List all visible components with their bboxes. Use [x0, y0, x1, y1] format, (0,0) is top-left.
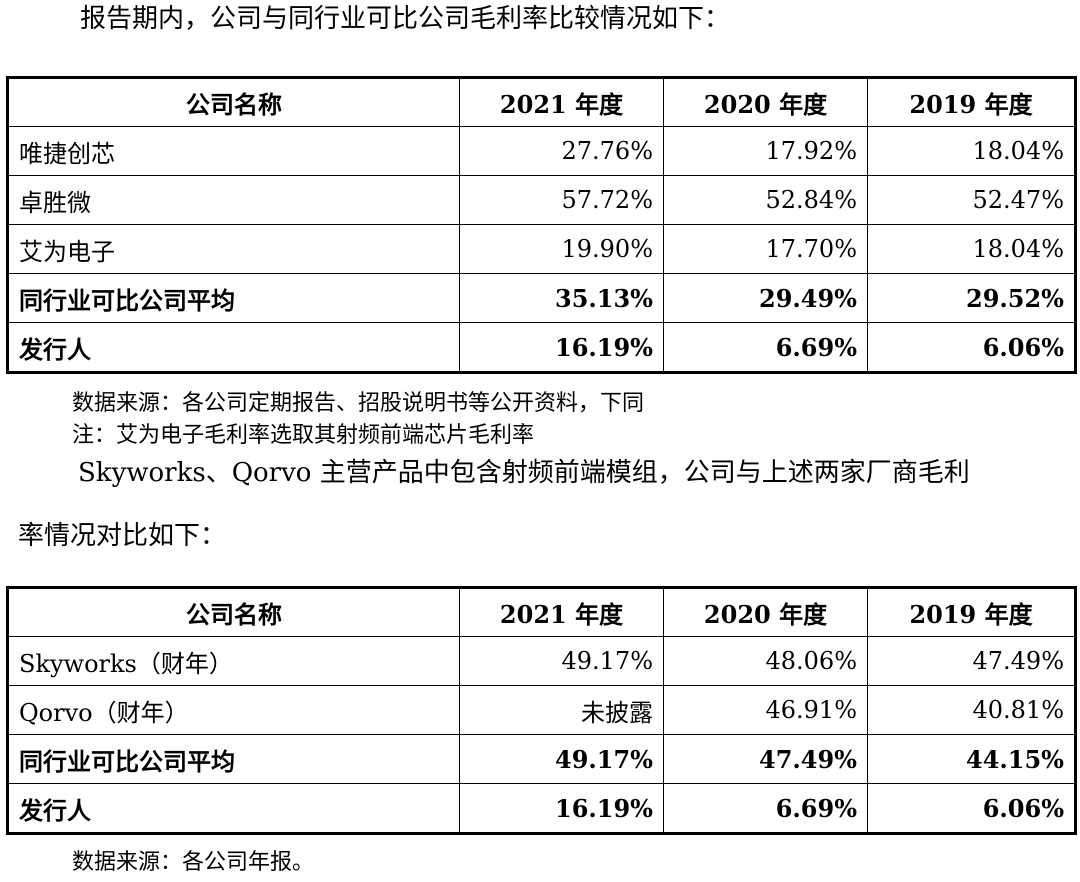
value-2020-cell: 17.70%	[663, 224, 868, 274]
table-row: Qorvo（财年） 未披露 46.91% 40.81%	[7, 685, 1076, 735]
company-name-cell: 同行业可比公司平均	[7, 273, 460, 323]
company-name-cell: 发行人	[7, 783, 460, 834]
company-name-cell: 卓胜微	[7, 175, 460, 225]
gross-margin-table-2: 公司名称 2021 年度 2020 年度 2019 年度 Skyworks（财年…	[6, 586, 1077, 835]
value-2021-cell: 35.13%	[459, 273, 664, 323]
company-name-cell: Qorvo（财年）	[7, 685, 460, 735]
paragraph-line-1: Skyworks、Qorvo 主营产品中包含射频前端模组，公司与上述两家厂商毛利	[78, 458, 970, 488]
source-note-2: 数据来源：各公司年报。	[72, 850, 315, 875]
company-name-cell: 艾为电子	[7, 224, 460, 274]
table-row-average: 同行业可比公司平均 35.13% 29.49% 29.52%	[7, 273, 1076, 323]
table-header-row: 公司名称 2021 年度 2020 年度 2019 年度	[7, 587, 1076, 637]
header-2020: 2020 年度	[663, 587, 868, 637]
value-2019-cell: 18.04%	[867, 126, 1076, 176]
value-2019-cell: 47.49%	[867, 636, 1076, 686]
table-row-issuer: 发行人 16.19% 6.69% 6.06%	[7, 322, 1076, 373]
value-2020-cell: 29.49%	[663, 273, 868, 323]
value-2020-cell: 52.84%	[663, 175, 868, 225]
company-name-cell: 唯捷创芯	[7, 126, 460, 176]
value-2021-cell: 16.19%	[459, 322, 664, 373]
paragraph-line-2: 率情况对比如下：	[18, 521, 227, 551]
value-2021-cell: 49.17%	[459, 734, 664, 784]
value-2020-cell: 6.69%	[663, 783, 868, 834]
value-2019-cell: 44.15%	[867, 734, 1076, 784]
header-2021: 2021 年度	[459, 587, 664, 637]
value-2020-cell: 48.06%	[663, 636, 868, 686]
gross-margin-table-1: 公司名称 2021 年度 2020 年度 2019 年度 唯捷创芯 27.76%…	[6, 76, 1077, 374]
value-2020-cell: 47.49%	[663, 734, 868, 784]
value-2021-cell: 49.17%	[459, 636, 664, 686]
table-row-issuer: 发行人 16.19% 6.69% 6.06%	[7, 783, 1076, 834]
table-header-row: 公司名称 2021 年度 2020 年度 2019 年度	[7, 77, 1076, 127]
header-2020: 2020 年度	[663, 77, 868, 127]
table-row: Skyworks（财年） 49.17% 48.06% 47.49%	[7, 636, 1076, 686]
value-2019-cell: 40.81%	[867, 685, 1076, 735]
footnote-1: 注：艾为电子毛利率选取其射频前端芯片毛利率	[72, 423, 535, 448]
value-2019-cell: 29.52%	[867, 273, 1076, 323]
source-note-1: 数据来源：各公司定期报告、招股说明书等公开资料，下同	[72, 391, 645, 416]
value-2020-cell: 17.92%	[663, 126, 868, 176]
header-2019: 2019 年度	[867, 77, 1076, 127]
header-2021: 2021 年度	[459, 77, 664, 127]
value-2021-cell: 16.19%	[459, 783, 664, 834]
company-name-cell: Skyworks（财年）	[7, 636, 460, 686]
table-row: 卓胜微 57.72% 52.84% 52.47%	[7, 175, 1076, 225]
header-2019: 2019 年度	[867, 587, 1076, 637]
value-2020-cell: 46.91%	[663, 685, 868, 735]
value-2019-cell: 52.47%	[867, 175, 1076, 225]
table-row: 唯捷创芯 27.76% 17.92% 18.04%	[7, 126, 1076, 176]
value-2019-cell: 6.06%	[867, 322, 1076, 373]
company-name-cell: 发行人	[7, 322, 460, 373]
value-2021-cell: 27.76%	[459, 126, 664, 176]
company-name-cell: 同行业可比公司平均	[7, 734, 460, 784]
header-company-name: 公司名称	[7, 77, 460, 127]
intro-text: 报告期内，公司与同行业可比公司毛利率比较情况如下：	[80, 4, 731, 34]
table-row-average: 同行业可比公司平均 49.17% 47.49% 44.15%	[7, 734, 1076, 784]
header-company-name: 公司名称	[7, 587, 460, 637]
value-2019-cell: 6.06%	[867, 783, 1076, 834]
value-2020-cell: 6.69%	[663, 322, 868, 373]
value-2021-cell: 19.90%	[459, 224, 664, 274]
value-2019-cell: 18.04%	[867, 224, 1076, 274]
value-2021-cell: 57.72%	[459, 175, 664, 225]
value-2021-cell: 未披露	[459, 685, 664, 735]
table-row: 艾为电子 19.90% 17.70% 18.04%	[7, 224, 1076, 274]
